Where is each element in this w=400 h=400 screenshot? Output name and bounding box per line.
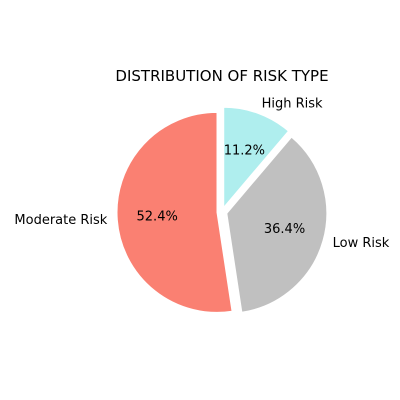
pie-slice-moderate-risk <box>116 111 233 313</box>
pie-slices <box>116 106 328 313</box>
pie-slice-high-risk <box>223 106 290 209</box>
category-label-moderate-risk: Moderate Risk <box>14 213 107 228</box>
pie-slice-low-risk <box>226 136 328 313</box>
chart-title: DISTRIBUTION OF RISK TYPE <box>115 67 328 85</box>
category-label-low-risk: Low Risk <box>333 236 390 251</box>
pct-label-low-risk: 36.4% <box>264 222 305 237</box>
category-label-high-risk: High Risk <box>262 97 323 112</box>
pct-label-high-risk: 11.2% <box>224 143 265 158</box>
pie-labels: 11.2% High Risk 36.4% Low Risk 52.4% Moderate… <box>14 97 389 251</box>
pct-label-moderate-risk: 52.4% <box>137 209 178 224</box>
